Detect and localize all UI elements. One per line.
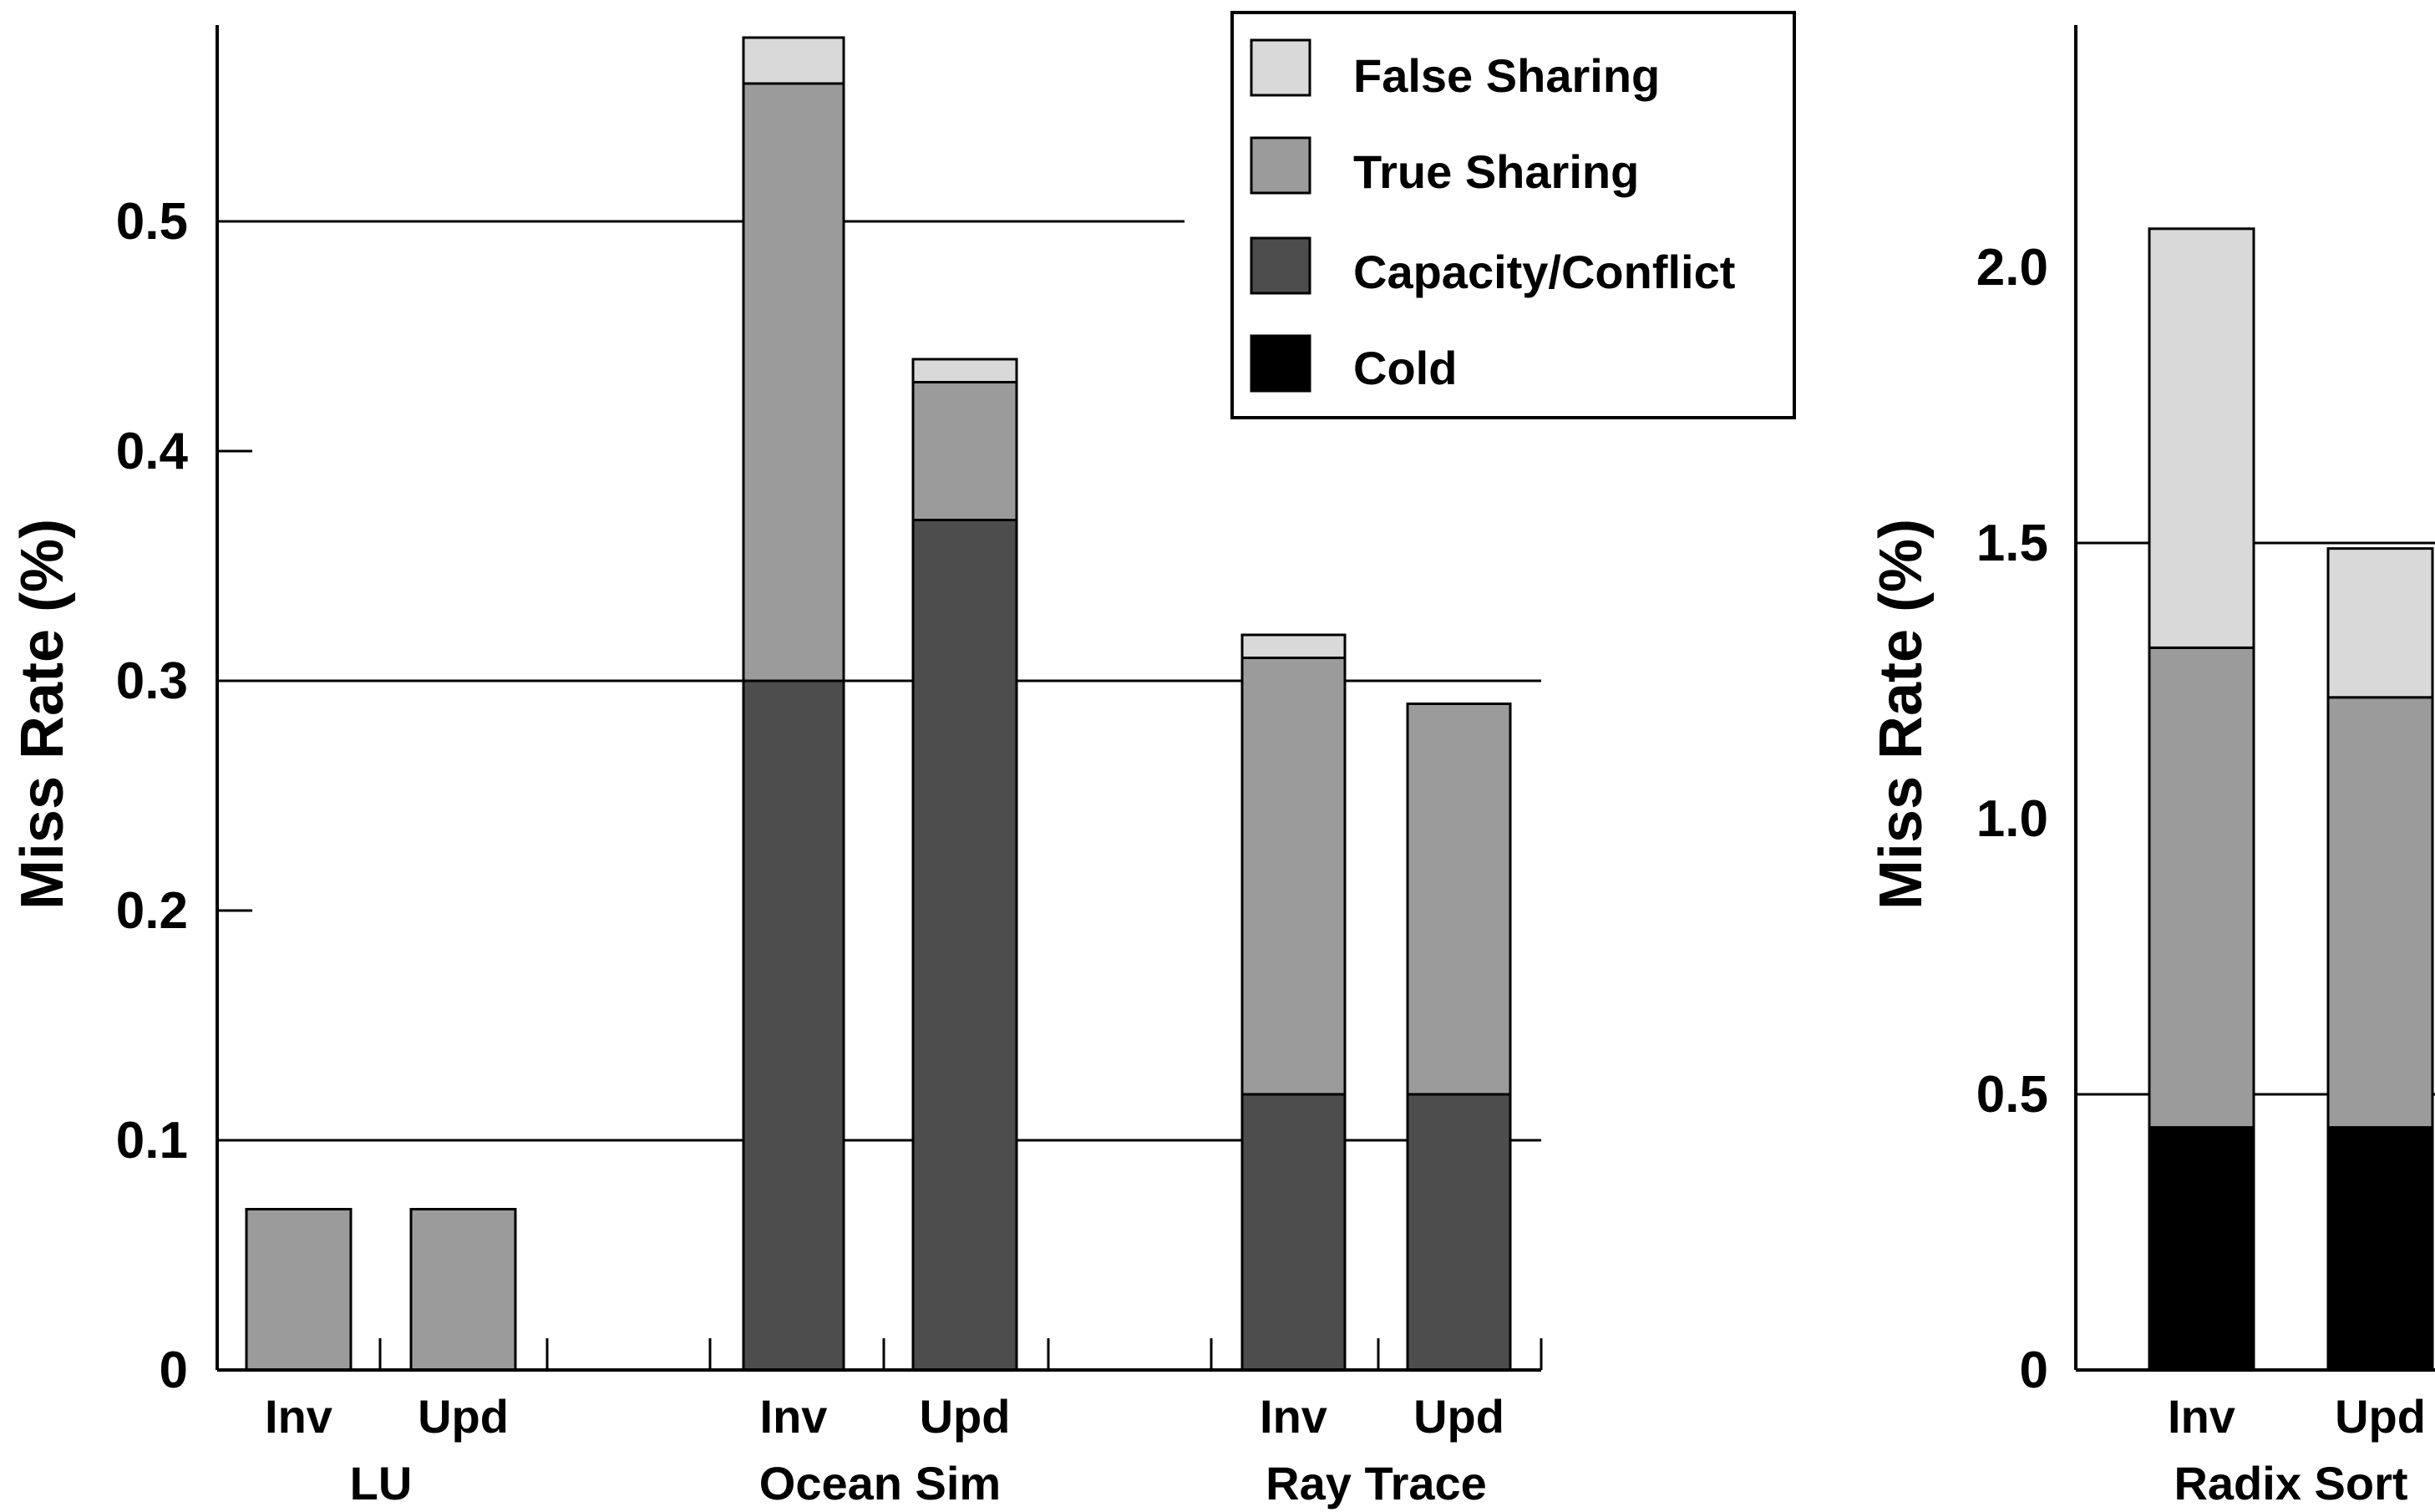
legend-label-false-sharing: False Sharing (1353, 49, 1660, 102)
legend-label-true-sharing: True Sharing (1353, 145, 1639, 198)
bar-label: Upd (920, 1390, 1011, 1443)
bar-segment-ocean-sim-inv-true-sharing (742, 82, 845, 682)
legend-swatch-cold (1250, 334, 1311, 393)
bar-segment-ray-trace-upd-capacity-conflict (1406, 1093, 1512, 1372)
bar-segment-radix-sort-upd-true-sharing (2326, 696, 2434, 1129)
right-chart: 0 0.5 1.0 1.5 2.0 Miss Rate (%) Inv Upd Radix So… (1868, 25, 2435, 1509)
y-tick-label: 0 (160, 1342, 188, 1399)
bar-segment-lu-upd-true-sharing (409, 1208, 517, 1372)
group-label-ray-trace: Ray Trace (1266, 1457, 1487, 1509)
y-tick-label: 0.5 (1976, 1066, 2048, 1124)
bar-segment-radix-sort-inv-true-sharing (2148, 646, 2255, 1129)
y-tick-label: 0.3 (116, 652, 188, 710)
legend: False Sharing True Sharing Capacity/Conf… (1230, 11, 1796, 419)
legend-label-capacity-conflict: Capacity/Conflict (1353, 246, 1735, 298)
bar-segment-ocean-sim-upd-capacity-conflict (911, 519, 1018, 1372)
bar-segment-ocean-sim-upd-true-sharing (911, 381, 1018, 521)
bar-segment-radix-sort-upd-false-sharing (2326, 547, 2434, 699)
legend-frame (1230, 11, 1796, 419)
bar-segment-ray-trace-inv-false-sharing (1240, 633, 1347, 659)
bar-label: Inv (2168, 1390, 2235, 1443)
bar-segment-ocean-sim-inv-false-sharing (742, 36, 845, 85)
group-label-radix-sort: Radix Sort (2174, 1457, 2407, 1509)
y-tick-label: 2.0 (1976, 239, 2048, 297)
bar-label: Upd (1413, 1390, 1504, 1443)
bar-label: Inv (265, 1390, 332, 1443)
bar-segment-ray-trace-upd-true-sharing (1406, 703, 1512, 1096)
y-axis-title: Miss Rate (%) (9, 519, 76, 910)
bar-segment-radix-sort-upd-cold (2326, 1126, 2434, 1372)
group-label-ocean-sim: Ocean Sim (759, 1457, 1001, 1509)
legend-swatch-true-sharing (1250, 136, 1311, 195)
y-tick-label: 0.2 (116, 882, 188, 940)
legend-swatch-false-sharing (1250, 38, 1311, 97)
y-tick-label: 0.1 (116, 1112, 188, 1170)
bar-segment-radix-sort-inv-cold (2148, 1126, 2255, 1372)
bar-label: Upd (2335, 1390, 2426, 1443)
bar-label: Inv (1260, 1390, 1327, 1443)
bar-segment-radix-sort-inv-false-sharing (2148, 227, 2255, 649)
legend-label-cold: Cold (1353, 342, 1457, 394)
bar-segment-ray-trace-inv-capacity-conflict (1240, 1093, 1347, 1372)
y-tick-label: 0.4 (116, 423, 189, 480)
y-tick-label: 0.5 (116, 193, 188, 251)
y-axis-title: Miss Rate (%) (1868, 519, 1935, 910)
y-tick-label: 1.5 (1976, 515, 2048, 572)
y-tick-label: 0 (2020, 1342, 2048, 1399)
bar-label: Inv (760, 1390, 828, 1443)
bar-segment-ocean-sim-inv-capacity-conflict (742, 679, 845, 1372)
legend-swatch-capacity-conflict (1250, 236, 1311, 295)
bar-segment-ocean-sim-upd-false-sharing (911, 358, 1018, 383)
bar-segment-ray-trace-inv-true-sharing (1240, 657, 1347, 1096)
y-tick-label: 1.0 (1976, 790, 2048, 848)
bar-label: Upd (418, 1390, 509, 1443)
bar-segment-lu-inv-true-sharing (245, 1208, 353, 1372)
group-label-lu: LU (350, 1457, 413, 1509)
